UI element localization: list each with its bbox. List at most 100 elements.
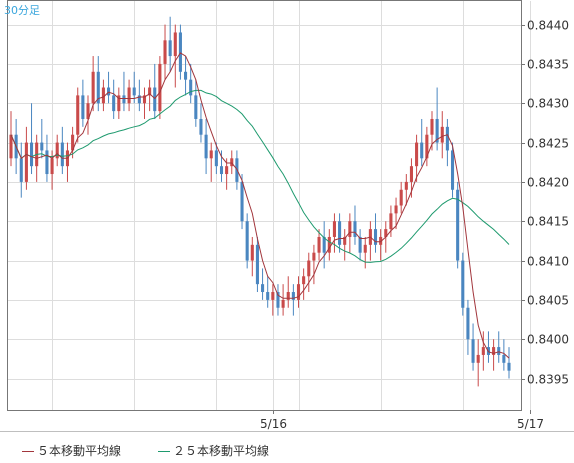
ma25-line: [10, 89, 510, 263]
candle-up: [209, 150, 213, 159]
y-tick-label: 0.8395: [527, 373, 569, 387]
candle-up: [127, 87, 131, 104]
ma5-line: [10, 52, 510, 359]
candle-down: [502, 354, 506, 363]
candle-down: [40, 142, 44, 151]
y-tick-label: 0.8400: [527, 333, 569, 347]
candle-down: [466, 307, 470, 340]
candle-up: [101, 87, 105, 104]
y-tick-label: 0.8420: [527, 176, 569, 190]
candle-down: [338, 221, 342, 245]
candle-up: [425, 134, 429, 159]
candle-up: [394, 205, 398, 214]
candle-up: [343, 236, 347, 245]
y-tick-label: 0.8405: [527, 294, 569, 308]
candle-down: [497, 347, 501, 355]
y-tick-label: 0.8415: [527, 215, 569, 229]
candle-up: [225, 166, 229, 175]
candle-down: [204, 134, 208, 159]
candle-down: [199, 118, 203, 135]
moving-average-lines: [10, 52, 510, 359]
candle-down: [358, 236, 362, 253]
candle-down: [471, 339, 475, 363]
candle-down: [81, 95, 85, 119]
candle-down: [240, 181, 244, 222]
candle-down: [107, 87, 111, 96]
candle-up: [55, 142, 59, 159]
candle-up: [430, 118, 434, 135]
candle-up: [148, 87, 152, 96]
candle-up: [384, 229, 388, 237]
candle-down: [507, 362, 511, 371]
candle-up: [296, 284, 301, 300]
x-tick-label: 5/17: [517, 417, 544, 431]
candle-up: [415, 142, 419, 167]
x-tick-label: 5/16: [260, 417, 287, 431]
candle-down: [96, 71, 100, 104]
y-axis: 0.8440 0.8435 0.8430 0.8425 0.8420 0.8415 0.84…: [521, 19, 569, 387]
candle-down: [461, 260, 465, 308]
candle-down: [122, 95, 126, 104]
candle-down: [132, 87, 136, 96]
candle-up: [117, 95, 121, 112]
y-tick-label: 0.8440: [527, 19, 569, 33]
candle-down: [112, 95, 116, 112]
candle-up: [142, 95, 147, 104]
candle-up: [271, 292, 275, 300]
candle-down: [266, 292, 270, 300]
ma5-label: ５本移動平均線: [37, 444, 122, 458]
candle-down: [450, 150, 455, 190]
candle-down: [45, 150, 49, 175]
y-tick-label: 0.8410: [527, 255, 569, 269]
candle-up: [230, 158, 234, 167]
candle-down: [137, 95, 141, 104]
candle-down: [276, 292, 280, 308]
candle-down: [322, 236, 326, 253]
legend-item-ma25: ２５本移動平均線: [158, 442, 269, 459]
candle-up: [476, 354, 480, 363]
plot-area: [7, 0, 522, 411]
y-tick-label: 0.8430: [527, 97, 569, 111]
candle-up: [363, 244, 367, 253]
candle-down: [194, 95, 198, 119]
ma25-swatch: [158, 451, 170, 452]
candle-up: [404, 181, 408, 190]
candle-up: [50, 158, 54, 175]
candle-down: [373, 229, 378, 245]
candle-up: [286, 292, 290, 300]
candle-down: [291, 292, 295, 300]
candle-down: [245, 221, 249, 261]
candle-up: [348, 221, 352, 237]
candle-up: [492, 347, 496, 355]
candle-down: [445, 126, 449, 151]
candle-up: [250, 244, 254, 261]
legend: ５本移動平均線 ２５本移動平均線: [0, 431, 574, 463]
candle-up: [312, 252, 316, 261]
legend-item-ma5: ５本移動平均線: [22, 442, 121, 459]
ma5-swatch: [22, 451, 34, 452]
candle-up: [9, 134, 13, 159]
candle-up: [389, 213, 393, 230]
candle-down: [168, 40, 172, 57]
candle-down: [353, 221, 357, 237]
candle-up: [327, 236, 331, 253]
candle-down: [435, 118, 439, 143]
candle-up: [71, 134, 75, 151]
y-tick-label: 0.8435: [527, 58, 569, 72]
y-tick-label: 0.8425: [527, 137, 569, 151]
candle-up: [163, 40, 167, 64]
candle-up: [481, 347, 485, 355]
candle-up: [158, 63, 162, 112]
candle-up: [91, 71, 95, 104]
candlestick-chart: 0.8440 0.8435 0.8430 0.8425 0.8420 0.8415 0.84…: [7, 0, 569, 431]
candle-up: [86, 103, 90, 119]
candle-up: [307, 260, 311, 277]
candle-down: [420, 142, 424, 159]
candle-up: [317, 236, 321, 253]
candle-up: [332, 221, 336, 237]
candles: [9, 16, 511, 387]
timeframe-label: 30分足: [4, 4, 40, 17]
candle-down: [219, 166, 224, 175]
candle-down: [189, 79, 193, 96]
candle-down: [29, 142, 34, 167]
